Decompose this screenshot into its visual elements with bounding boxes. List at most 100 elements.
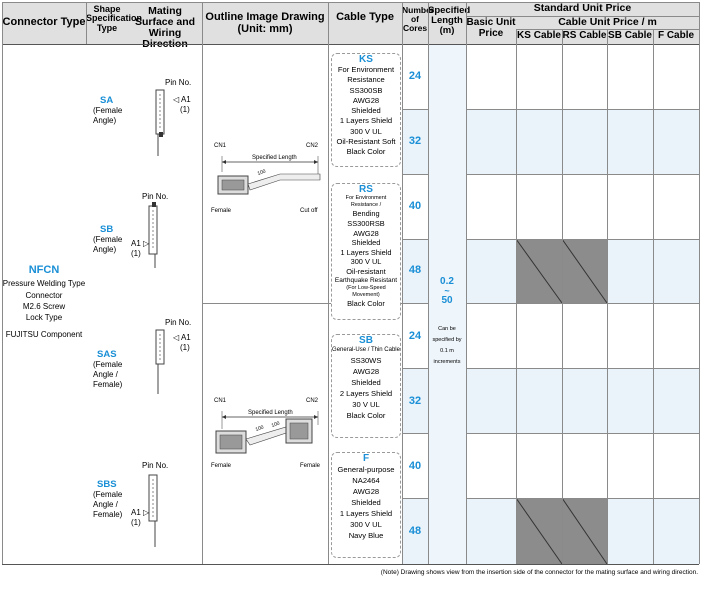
core-count: 24 (408, 330, 422, 342)
length-min: 0.2 (440, 276, 454, 287)
length-range: 0.2 ~ 50 Can be specified by 0.1 m incre… (428, 276, 466, 368)
cable-line: 30 V UL (352, 399, 380, 409)
header-rs-cable: RS Cable (562, 30, 607, 41)
a1-text: A1 (131, 239, 141, 248)
shape-code: SA (100, 95, 114, 106)
shape-desc: Angle / (93, 499, 118, 509)
header-outline-unit: (Unit: mm) (237, 22, 293, 35)
cable-drawing-bottom: 100 100 (215, 411, 319, 454)
connector-desc: M2.6 Screw (22, 301, 66, 311)
length-note: increments (433, 359, 461, 366)
header-outline-title: Outline Image Drawing (205, 11, 325, 23)
cable-line: SS300SB (349, 85, 383, 95)
pin-label: Pin No. (165, 318, 192, 327)
connector-side-icon (155, 329, 165, 394)
shape-desc: Female) (93, 509, 123, 519)
cable-code: F (362, 453, 370, 464)
spec-length-label: Specified Length (252, 155, 297, 161)
cable-line: NA2464 (352, 476, 380, 485)
connector-desc: Lock Type (25, 312, 63, 322)
header-cores: Number of Cores (402, 5, 435, 33)
cn2-label: CN2 (306, 398, 319, 404)
cable-line: Shielded (351, 238, 381, 248)
cn2-label: CN2 (306, 143, 319, 149)
cable-code: SB (359, 335, 373, 346)
core-count: 48 (408, 525, 422, 537)
table-header (2, 2, 699, 44)
cable-line: SS300RSB (347, 218, 385, 228)
shape-desc: Angle) (93, 115, 117, 125)
length-cell (428, 44, 466, 564)
cable-rs: RS For Environment Resistance / Bending … (331, 183, 401, 320)
svg-text:100: 100 (271, 421, 281, 429)
connector-desc: Pressure Welding Type (2, 279, 86, 289)
connector-side-icon (148, 474, 158, 547)
core-count: 48 (408, 264, 422, 276)
header-basic-price: Basic Unit Price (466, 17, 516, 39)
a1-label: ◁ A1 (173, 95, 191, 104)
cable-line: (For Low-Speed Movement) (346, 285, 386, 299)
shape-sbs: SBS (Female Angle / Female) (93, 479, 133, 519)
pin-label: Pin No. (142, 192, 169, 201)
cable-line: Resistance (347, 75, 385, 85)
cn1-label: CN1 (214, 143, 227, 149)
cable-line: SS30WS (350, 355, 382, 365)
female-label: Female (211, 208, 232, 214)
shape-sb: SB (Female Angle) (93, 224, 133, 255)
connector-maker: FUJITSU Component (5, 330, 83, 340)
cable-line: Shielded (351, 377, 381, 387)
one-label: (1) (180, 105, 190, 114)
header-length: Specified Length (m) (428, 5, 471, 36)
cable-drawing-top: 100 (217, 156, 321, 195)
svg-text:100: 100 (255, 425, 265, 433)
cable-line: Black Color (347, 299, 385, 309)
cable-line: 2 Layers Shield (339, 388, 393, 398)
cable-line: Shielded (351, 106, 381, 115)
connector-name: NFCN (28, 264, 60, 276)
svg-text:100: 100 (257, 169, 267, 177)
core-count: 32 (408, 135, 422, 147)
cable-line: For Environment Resistance / (345, 195, 387, 209)
core-count: 24 (408, 70, 422, 82)
a1-label: A1 ▷ (131, 508, 150, 517)
cable-line: Shielded (351, 498, 381, 507)
cable-ks: KS For Environment Resistance SS300SB AW… (331, 53, 401, 167)
cable-f: F General-purpose NA2464 AWG28 Shielded … (331, 452, 401, 558)
cutoff-label: Cut off (300, 208, 318, 214)
cable-line: 1 Layers Shield (340, 247, 392, 257)
header-standard-price: Standard Unit Price (533, 2, 632, 14)
a1-label: A1 ▷ (131, 239, 150, 248)
length-max: 50 (441, 295, 453, 307)
cable-line: Oil-Resistant Soft (336, 136, 396, 146)
cable-line: General-purpose (337, 465, 395, 474)
cable-line: AWG28 (352, 487, 380, 496)
cable-line: AWG28 (353, 228, 379, 238)
core-count: 40 (408, 200, 422, 212)
pin-label: Pin No. (165, 78, 192, 87)
header-cable-unit: Cable Unit Price / m (558, 16, 657, 28)
cable-line: 1 Layers Shield (339, 509, 393, 518)
cable-line: General-Use / Thin Cable (332, 347, 400, 353)
one-label: (1) (131, 249, 141, 258)
cable-line: 300 V UL (350, 520, 382, 529)
header-shape-spec: Shape Specification Type (86, 4, 142, 33)
header-cable-type: Cable Type (336, 11, 394, 23)
connector-side-icon (155, 89, 165, 156)
shape-desc: (Female (93, 490, 123, 500)
cable-line: 300 V UL (350, 257, 382, 267)
cable-line: AWG28 (352, 366, 380, 376)
header-ks-cable: KS Cable (517, 30, 561, 41)
length-dash: ~ (444, 286, 450, 296)
shape-code: SBS (97, 479, 117, 490)
shape-desc: Female) (93, 379, 123, 389)
female-label: Female (211, 463, 232, 469)
one-label: (1) (180, 343, 190, 352)
cable-sb: SB General-Use / Thin Cable SS30WS AWG28… (331, 334, 401, 438)
header-shape-spec-text: Shape Specification Type (86, 4, 143, 33)
connector-side-icon (148, 202, 158, 268)
header-connector-type: Connector Type (2, 16, 86, 28)
cable-line: Black Color (346, 147, 386, 156)
cable-line: Oil-resistant (346, 267, 386, 277)
core-count: 40 (408, 460, 422, 472)
shape-desc: Angle / (93, 369, 118, 379)
